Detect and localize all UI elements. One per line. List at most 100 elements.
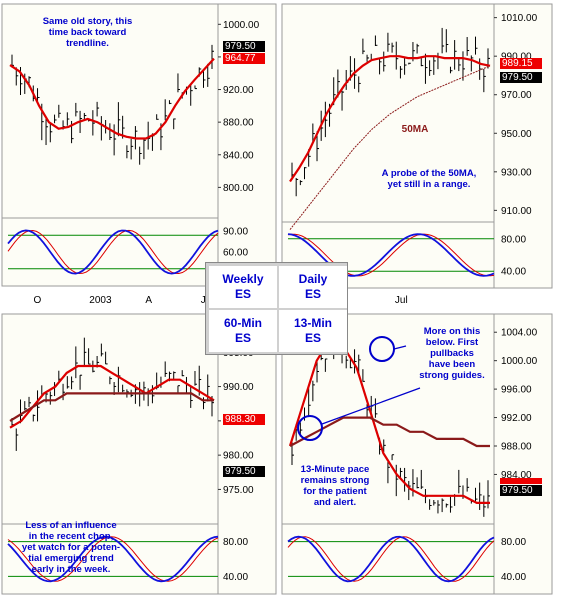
min60-annotation: Less of an influence in the recent chop,…: [8, 520, 134, 575]
legend-cell-label: ES: [304, 331, 321, 345]
price-bar: [466, 478, 470, 492]
daily-osc-signal-line: [287, 233, 495, 277]
price-bar: [399, 66, 403, 79]
min13-annotation-line: strong guides.: [419, 370, 485, 381]
osc-tick-label: 40.00: [501, 572, 526, 583]
price-bar: [337, 69, 340, 98]
weekly-osc-main-line: [7, 229, 219, 275]
price-bar: [387, 32, 390, 52]
price-bar: [324, 101, 328, 138]
price-bar: [75, 346, 78, 379]
price-bar: [391, 454, 395, 461]
osc-tick-label: 90.00: [223, 227, 248, 238]
y-tick-label: 990.00: [501, 52, 532, 63]
weekly-osc-signal-line: [7, 229, 219, 275]
price-bar: [207, 63, 210, 87]
price-bar: [54, 114, 57, 124]
weekly-annotation-line: time back toward: [48, 27, 127, 38]
y-tick-label: 970.00: [501, 90, 532, 101]
price-bar: [391, 42, 395, 53]
legend-cell-label: ES: [234, 331, 251, 345]
price-bar: [312, 123, 315, 142]
y-tick-label: 950.00: [501, 129, 532, 140]
min60-close-badge: 979.50: [223, 466, 265, 477]
price-bar: [379, 58, 382, 75]
y-tick-label: 1004.00: [501, 328, 538, 339]
x-tick-label: O: [34, 295, 42, 306]
daily-osc-main-line: [287, 233, 495, 277]
weekly-annotation-line: Same old story, this: [42, 16, 133, 27]
min13-panel: [281, 313, 553, 595]
price-bar: [168, 100, 172, 105]
price-bar: [304, 167, 307, 180]
price-bar: [412, 469, 415, 497]
min60-osc-main-line: [7, 535, 219, 583]
series-line-1: [9, 57, 215, 140]
min13-close-badge: 979.50: [500, 485, 542, 496]
price-bar: [190, 85, 193, 106]
legend-cell-label: 60-Min: [223, 316, 262, 330]
price-bar: [341, 90, 345, 111]
price-bar: [420, 58, 424, 67]
price-bar: [37, 390, 40, 422]
price-bar: [92, 110, 95, 136]
price-bar: [433, 500, 436, 506]
y-tick-label: 988.00: [501, 442, 532, 453]
price-bar: [194, 370, 197, 386]
price-bar: [374, 398, 378, 418]
y-tick-label: 800.00: [223, 183, 254, 194]
price-bar: [420, 469, 424, 490]
price-bar: [83, 337, 87, 366]
min13-annotation-line: for the patient: [303, 486, 367, 497]
price-bar: [71, 376, 74, 390]
price-bar: [37, 88, 40, 101]
highlight-circle: [297, 415, 323, 441]
price-bar: [416, 43, 420, 54]
y-tick-label: 1000.00: [223, 20, 260, 31]
price-bar: [32, 414, 36, 422]
price-bar: [324, 358, 328, 372]
y-tick-label: 980.00: [223, 451, 254, 462]
y-tick-label: 996.00: [501, 385, 532, 396]
price-bar: [312, 380, 315, 402]
y-tick-label: 840.00: [223, 150, 254, 161]
y-tick-label: 880.00: [223, 118, 254, 129]
price-bar: [408, 480, 411, 501]
legend-cell-60min: 60-Min ES: [209, 310, 277, 352]
price-bar: [49, 123, 53, 143]
price-bar: [387, 461, 390, 484]
price-bar: [433, 56, 436, 75]
price-bar: [483, 495, 486, 517]
min13-annotation-line: More on this: [423, 326, 481, 337]
daily-panel: [281, 3, 553, 289]
price-bar: [164, 99, 168, 121]
price-bar: [474, 487, 478, 503]
osc-tick-label: 80.00: [501, 234, 526, 245]
min13-annotation-line: and alert.: [313, 497, 357, 508]
price-bar: [139, 146, 142, 165]
price-bar: [399, 467, 403, 478]
osc-tick-label: 80.00: [223, 537, 248, 548]
osc-tick-label: 40.00: [223, 572, 248, 583]
min13-osc-main-line: [287, 535, 495, 583]
price-bar: [62, 383, 66, 401]
price-bar: [177, 73, 180, 93]
price-bar: [181, 370, 185, 377]
daily-ma-label: 50MA: [401, 124, 429, 135]
series-line-2: [289, 416, 490, 448]
price-bar: [109, 123, 112, 140]
price-bar: [345, 355, 349, 369]
y-tick-label: 1010.00: [501, 13, 538, 24]
price-bar: [479, 482, 482, 510]
weekly-annotation: Same old story, this time back toward tr…: [20, 16, 155, 49]
min60-annotation-line: in the recent chop,: [28, 531, 114, 542]
min13-annotation-bottom: 13-Minute pace remains strong for the pa…: [290, 464, 380, 508]
price-bar: [96, 101, 100, 117]
price-bar: [466, 37, 470, 56]
price-bar: [429, 499, 432, 510]
price-bar: [202, 70, 206, 88]
price-bar: [24, 401, 27, 411]
price-bar: [374, 35, 378, 46]
price-bar: [308, 388, 311, 417]
min13-annotation-line: pullbacks: [430, 348, 474, 359]
